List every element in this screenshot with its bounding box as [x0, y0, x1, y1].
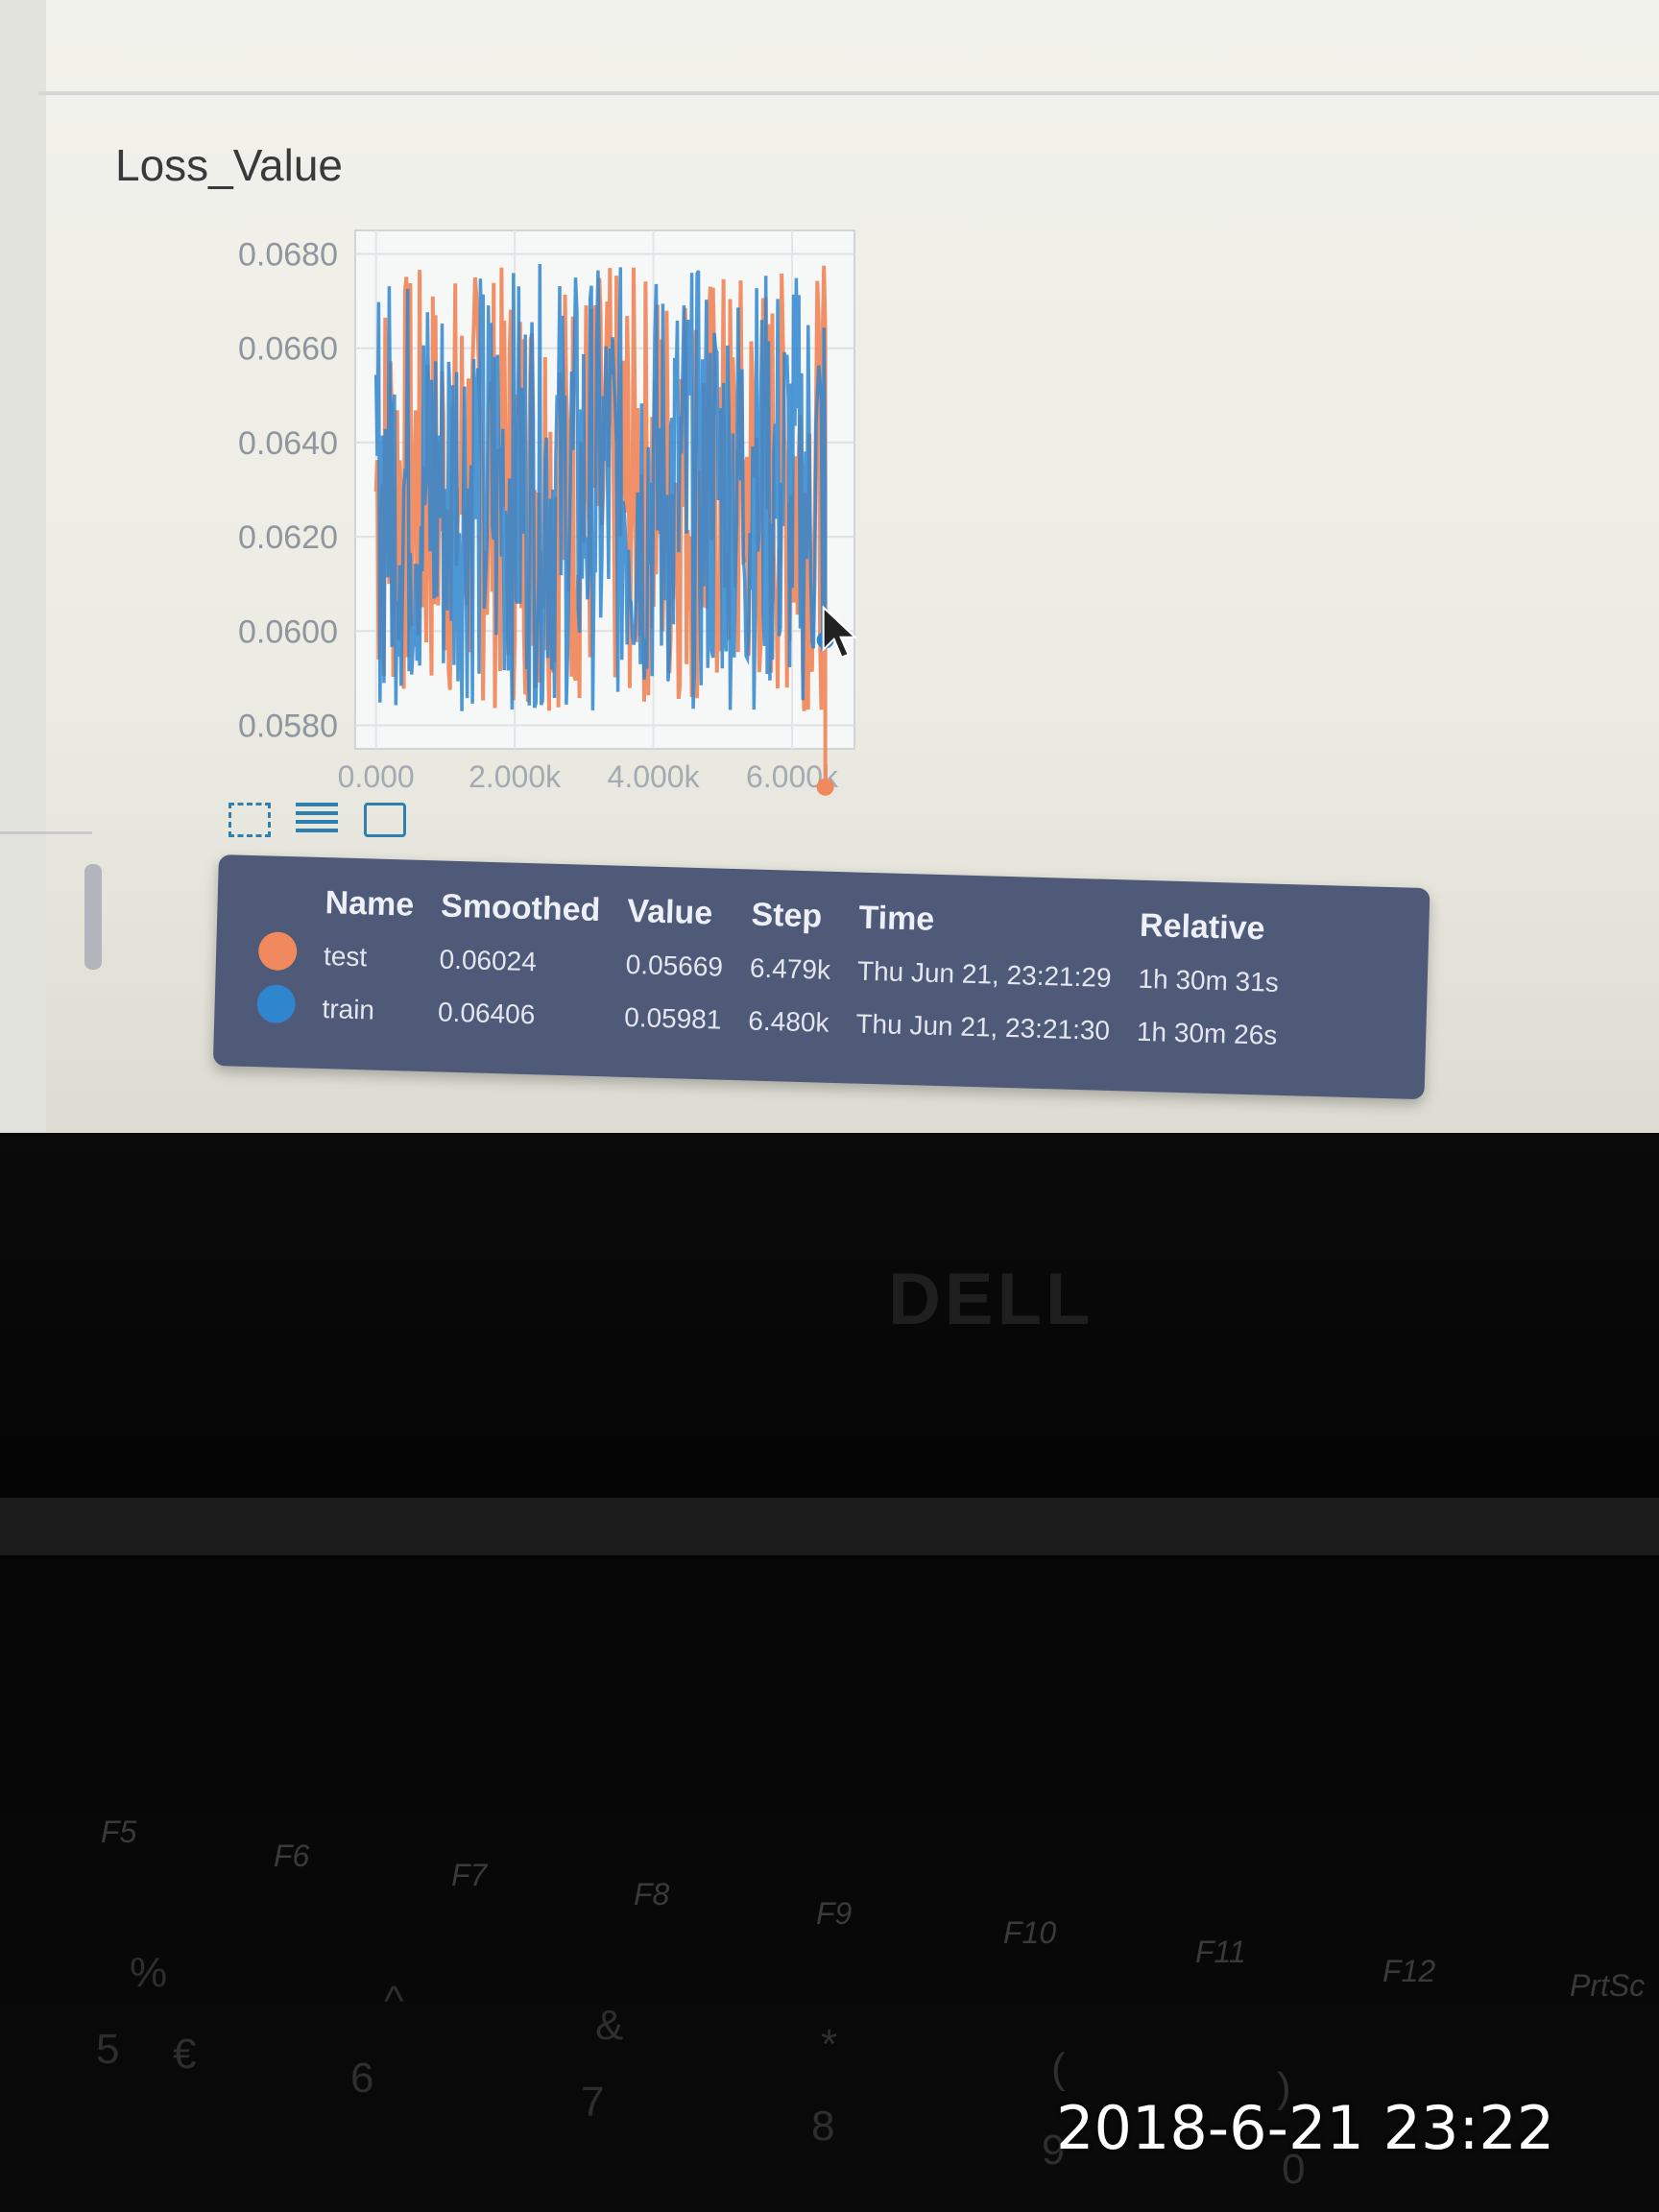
key-glyph[interactable]: 0: [1282, 2146, 1306, 2193]
col-smoothed: Smoothed: [440, 887, 601, 929]
plot-area[interactable]: [354, 229, 858, 796]
key-glyph[interactable]: %: [130, 1949, 168, 1996]
key-glyph[interactable]: ): [1277, 2064, 1291, 2111]
fit-domain-icon[interactable]: [363, 803, 406, 837]
loss-chart[interactable]: 0.0680 0.0660 0.0640 0.0620 0.0600 0.0580 0.0…: [134, 221, 1075, 816]
key-f8[interactable]: F8: [634, 1877, 670, 1911]
key-glyph[interactable]: 6: [350, 2055, 374, 2102]
key-glyph[interactable]: 7: [581, 2079, 605, 2126]
row-value: 0.05669: [625, 949, 724, 982]
fullscreen-icon[interactable]: [228, 803, 271, 837]
x-tick-label: 0.000: [338, 759, 415, 794]
row-smoothed: 0.06024: [439, 943, 538, 976]
card-divider: [38, 91, 1659, 95]
key-glyph[interactable]: 9: [1042, 2127, 1066, 2174]
y-tick-label: 0.0620: [238, 519, 338, 556]
laptop-body: [0, 1133, 1659, 2212]
y-tick-label: 0.0680: [238, 237, 338, 274]
x-axis: 0.000 2.000k 4.000k 6.000k: [338, 759, 839, 794]
row-time: Thu Jun 21, 23:21:30: [855, 1008, 1111, 1046]
key-glyph[interactable]: &: [595, 2002, 624, 2049]
key-glyph[interactable]: 5: [96, 2026, 120, 2073]
key-f11[interactable]: F11: [1195, 1935, 1246, 1969]
row-time: Thu Jun 21, 23:21:29: [856, 955, 1113, 993]
row-value: 0.05981: [623, 1001, 722, 1035]
col-swatch: [246, 882, 312, 929]
sidebar-divider: [0, 831, 92, 834]
y-tick-label: 0.0580: [238, 708, 338, 744]
x-tick-label: 4.000k: [608, 759, 701, 794]
key-f12[interactable]: F12: [1382, 1954, 1436, 1988]
key-glyph[interactable]: (: [1051, 2045, 1066, 2092]
col-value: Value: [626, 892, 713, 932]
y-axis: 0.0680 0.0660 0.0640 0.0620 0.0600 0.0580: [238, 237, 338, 745]
col-step: Step: [750, 896, 823, 935]
key-glyph[interactable]: 8: [811, 2103, 835, 2150]
series-color-dot: [257, 931, 298, 972]
key-f5[interactable]: F5: [101, 1815, 137, 1849]
col-time: Time: [858, 899, 935, 938]
col-relative: Relative: [1139, 906, 1265, 948]
key-prtsc[interactable]: PrtSc: [1570, 1968, 1646, 2003]
key-glyph[interactable]: €: [173, 2031, 197, 2078]
chart-title: Loss_Value: [115, 140, 343, 190]
key-f6[interactable]: F6: [274, 1839, 310, 1873]
row-step: 6.479k: [749, 951, 831, 985]
y-tick-label: 0.0640: [238, 425, 338, 462]
laptop-hinge: [0, 1498, 1659, 1555]
key-glyph[interactable]: ^: [384, 1978, 404, 2025]
y-tick-label: 0.0660: [238, 331, 338, 368]
key-glyph[interactable]: *: [821, 2021, 838, 2068]
row-step: 6.480k: [748, 1004, 830, 1038]
row-name: train: [322, 993, 375, 1025]
mouse-cursor-icon: [822, 605, 858, 660]
series-line-train: [373, 263, 828, 711]
col-name: Name: [325, 884, 415, 924]
sidebar-edge: [0, 0, 46, 1133]
key-f7[interactable]: F7: [451, 1858, 488, 1892]
key-f10[interactable]: F10: [1003, 1915, 1057, 1950]
tooltip-table: Name Smoothed Value Step Time Relative t…: [212, 854, 1431, 1100]
photo-timestamp: 2018-6-21 23:22: [1056, 2093, 1555, 2163]
key-f9[interactable]: F9: [816, 1896, 853, 1931]
y-tick-label: 0.0600: [238, 613, 338, 650]
dell-logo: DELL: [888, 1259, 1094, 1340]
row-name: test: [323, 940, 368, 972]
series-color-dot: [256, 984, 297, 1024]
row-smoothed: 0.06406: [437, 996, 536, 1029]
scrollbar-thumb[interactable]: [84, 864, 102, 970]
series-point-test: [816, 778, 834, 796]
monitor-screen: Loss_Value 0.0680 0.0660 0.0640 0.0620 0.060…: [0, 0, 1659, 1133]
row-relative: 1h 30m 31s: [1138, 963, 1280, 998]
row-relative: 1h 30m 26s: [1136, 1016, 1278, 1050]
data-lines-icon[interactable]: [296, 803, 339, 837]
chart-toolbar: [228, 803, 427, 837]
x-tick-label: 2.000k: [469, 759, 562, 794]
